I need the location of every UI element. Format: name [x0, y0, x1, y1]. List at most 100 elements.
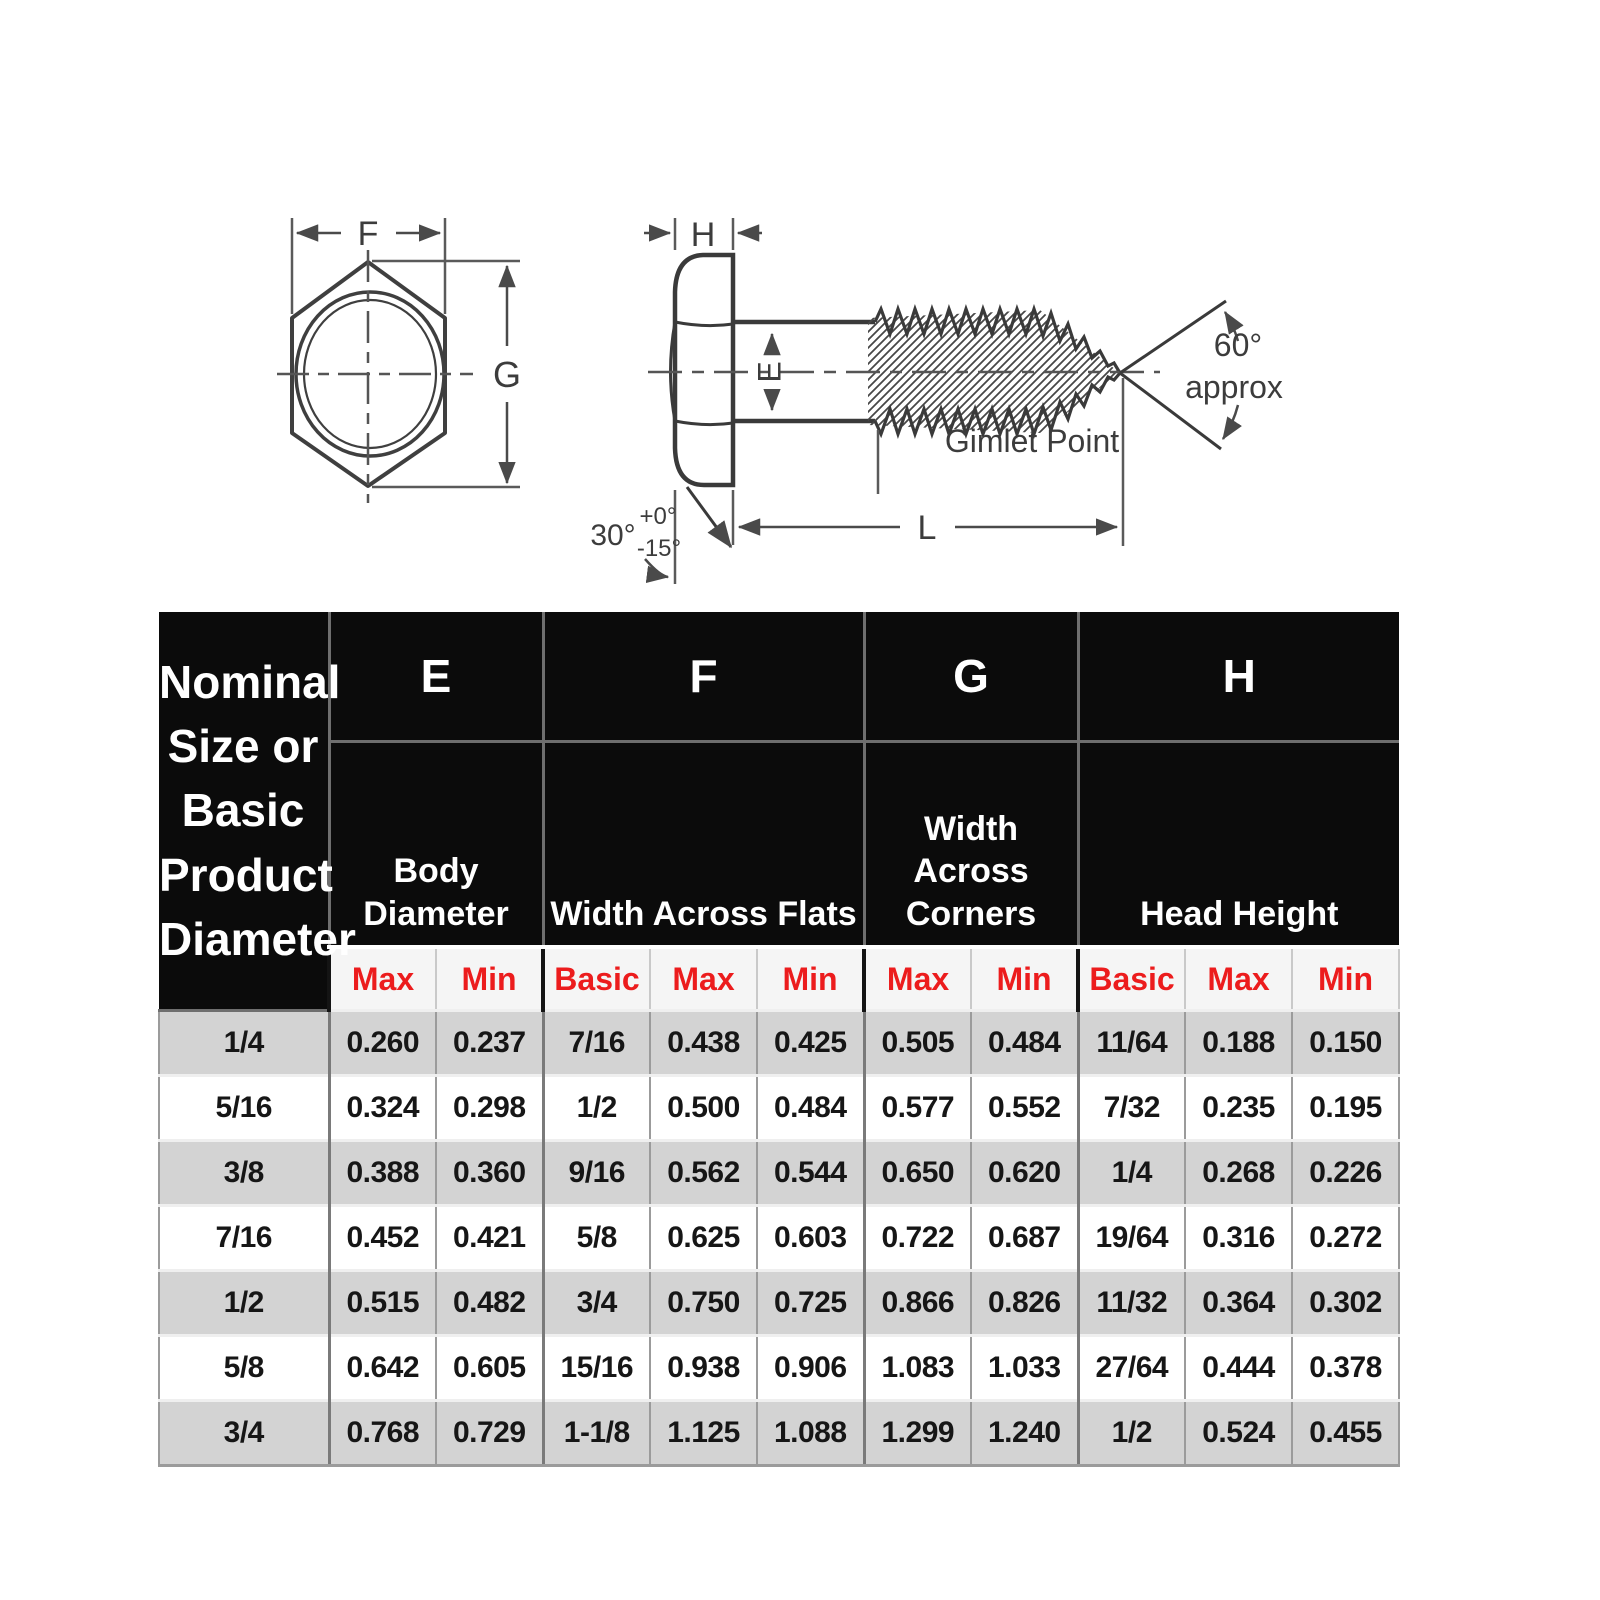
group-name-head-height: Head Height [1076, 741, 1400, 949]
value-cell: 1/2 [541, 1074, 650, 1141]
value-cell: 0.650 [862, 1139, 972, 1206]
value-cell: 0.750 [649, 1269, 757, 1336]
value-cell: 1.125 [649, 1399, 757, 1467]
group-name-width-across-corners: Width Across Corners [862, 741, 1079, 949]
subheader-min-col5: Min [755, 947, 865, 1012]
row-size-cell: 7/16 [158, 1204, 329, 1271]
value-cell: 1.033 [970, 1334, 1079, 1401]
value-cell: 0.195 [1291, 1074, 1401, 1141]
spec-table: Nominal Size or Basic Product Diameter E… [158, 612, 1401, 1467]
bolt-diagram: F G H E L 60° approx Gimlet Point 30° +0… [277, 215, 1283, 584]
value-cell: 0.360 [435, 1139, 543, 1206]
value-cell: 9/16 [541, 1139, 650, 1206]
subheader-max-col6: Max [862, 947, 972, 1012]
point-angle-label: 60° [1214, 327, 1262, 363]
subheader-row: Max Min Basic Max Min Max Min Basic Max Min [159, 947, 1401, 1012]
value-cell: 0.729 [435, 1399, 543, 1467]
row-size-cell: 3/8 [158, 1139, 329, 1206]
value-cell: 0.505 [862, 1009, 972, 1076]
header-letter-row: Nominal Size or Basic Product Diameter E… [159, 612, 1400, 1012]
chamfer-line [685, 486, 733, 549]
value-cell: 1.240 [970, 1399, 1079, 1467]
subheader-min-col10: Min [1291, 947, 1401, 1012]
value-cell: 0.524 [1184, 1399, 1293, 1467]
hex-head-front-view [277, 218, 520, 503]
diagram-labels: F G H E L 60° approx Gimlet Point 30° +0… [358, 215, 1283, 562]
value-cell: 0.425 [755, 1009, 865, 1076]
value-cell: 0.226 [1291, 1139, 1401, 1206]
value-cell: 0.364 [1184, 1269, 1293, 1336]
value-cell: 0.603 [755, 1204, 865, 1271]
value-cell: 0.438 [649, 1009, 757, 1076]
value-cell: 0.484 [755, 1074, 865, 1141]
point-angle-lines [1119, 299, 1227, 451]
value-cell: 0.268 [1184, 1139, 1293, 1206]
value-cell: 11/64 [1076, 1009, 1186, 1076]
value-cell: 5/8 [541, 1204, 650, 1271]
chamfer-angle-label: 30° [590, 519, 635, 552]
value-cell: 0.826 [970, 1269, 1079, 1336]
row-size-cell: 1/2 [158, 1269, 329, 1336]
value-cell: 19/64 [1076, 1204, 1186, 1271]
value-cell: 1.299 [862, 1399, 972, 1467]
thread-profile-top [873, 303, 1122, 374]
value-cell: 0.620 [970, 1139, 1079, 1206]
row-size-cell: 5/8 [158, 1334, 329, 1401]
row-size-cell: 1/4 [158, 1009, 329, 1076]
subheader-max-col4: Max [649, 947, 757, 1012]
value-cell: 0.316 [1184, 1204, 1293, 1271]
value-cell: 0.544 [755, 1139, 865, 1206]
point-angle-arc-top [1223, 310, 1244, 342]
value-cell: 0.722 [862, 1204, 972, 1271]
value-cell: 0.150 [1291, 1009, 1401, 1076]
subheader-basic-col3: Basic [541, 947, 650, 1012]
value-cell: 0.500 [649, 1074, 757, 1141]
value-cell: 0.444 [1184, 1334, 1293, 1401]
value-cell: 1-1/8 [541, 1399, 650, 1467]
subheader-basic-col8: Basic [1076, 947, 1186, 1012]
value-cell: 1.083 [862, 1334, 972, 1401]
value-cell: 0.378 [1291, 1334, 1401, 1401]
chamfer-tol-plus-label: +0° [640, 503, 677, 530]
value-cell: 1/4 [1076, 1139, 1186, 1206]
value-cell: 0.237 [435, 1009, 543, 1076]
table-row: 7/16 0.452 0.421 5/8 0.625 0.603 0.722 0.687 19/… [158, 1204, 1401, 1271]
f-dim-label: F [358, 215, 379, 253]
group-name-body-diameter: Body Diameter [327, 741, 543, 949]
value-cell: 0.938 [649, 1334, 757, 1401]
value-cell: 0.642 [327, 1334, 436, 1401]
bolt-side-view [644, 218, 1244, 584]
value-cell: 7/16 [541, 1009, 650, 1076]
value-cell: 0.388 [327, 1139, 436, 1206]
value-cell: 0.906 [755, 1334, 865, 1401]
spec-table-body: 1/4 0.260 0.237 7/16 0.438 0.425 0.505 0.484 11/… [158, 1009, 1401, 1467]
table-row: 5/8 0.642 0.605 15/16 0.938 0.906 1.083 1.033 27… [158, 1334, 1401, 1401]
l-dim-label: L [918, 509, 937, 547]
value-cell: 0.625 [649, 1204, 757, 1271]
value-cell: 0.235 [1184, 1074, 1293, 1141]
value-cell: 1.088 [755, 1399, 865, 1467]
value-cell: 0.687 [970, 1204, 1079, 1271]
group-letter-e: E [327, 612, 543, 743]
value-cell: 0.725 [755, 1269, 865, 1336]
point-angle-arc-bottom [1221, 404, 1242, 441]
value-cell: 7/32 [1076, 1074, 1186, 1141]
value-cell: 0.298 [435, 1074, 543, 1141]
value-cell: 15/16 [541, 1334, 650, 1401]
f-extension-lines [290, 218, 447, 314]
group-letter-f: F [541, 612, 865, 743]
head-outline [672, 252, 736, 488]
table-row: 1/2 0.515 0.482 3/4 0.750 0.725 0.866 0.826 11/3… [158, 1269, 1401, 1336]
value-cell: 0.302 [1291, 1269, 1401, 1336]
chamfer-leader-arrow [644, 558, 670, 584]
subheader-min-col2: Min [435, 947, 543, 1012]
subheader-min-col7: Min [970, 947, 1079, 1012]
h-extension-lines [673, 218, 735, 250]
table-row: 5/16 0.324 0.298 1/2 0.500 0.484 0.577 0.552 7/3… [158, 1074, 1401, 1141]
h-dim-label: H [691, 216, 716, 254]
value-cell: 11/32 [1076, 1269, 1186, 1336]
value-cell: 0.455 [1291, 1399, 1401, 1467]
group-name-width-across-flats: Width Across Flats [541, 741, 865, 949]
value-cell: 27/64 [1076, 1334, 1186, 1401]
